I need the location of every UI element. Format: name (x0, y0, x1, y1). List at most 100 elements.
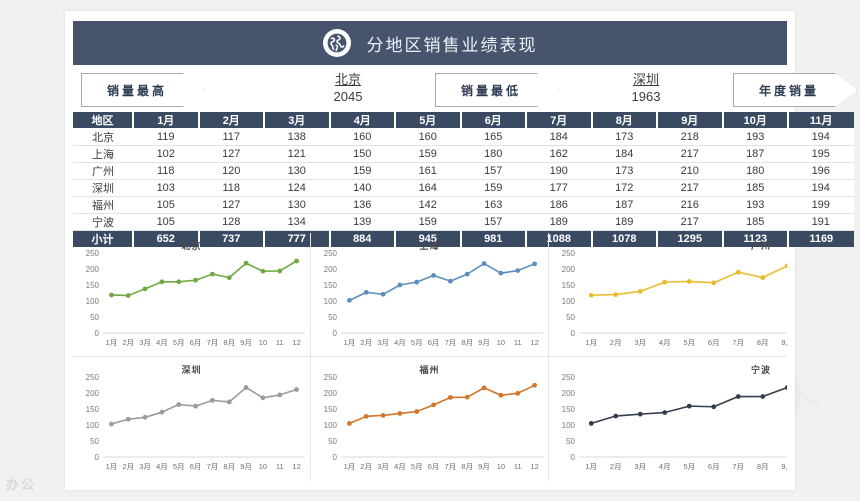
table-cell-value: 185 (722, 179, 788, 197)
svg-text:250: 250 (86, 373, 100, 382)
table-total-row: 小计 652 737 777 884 945 981 1088 1078 1295 1123 1169 (73, 230, 854, 247)
table-total-value: 737 (198, 230, 265, 247)
svg-text:12: 12 (292, 462, 300, 471)
svg-text:200: 200 (324, 265, 338, 274)
chart-title: 广州 (750, 241, 771, 251)
svg-text:200: 200 (562, 389, 576, 398)
svg-text:5月: 5月 (173, 462, 185, 471)
table-row: 宁波 105 128 134 139 159 157 189 189 217 185 191 (73, 213, 854, 231)
svg-text:6月: 6月 (708, 338, 720, 347)
table-cell-value: 186 (526, 196, 592, 214)
table-cell-value: 130 (264, 162, 330, 180)
svg-text:9月: 9月 (240, 462, 252, 471)
svg-text:100: 100 (562, 421, 576, 430)
table-cell-value: 194 (788, 128, 854, 146)
table-total-value: 884 (329, 230, 396, 247)
table-cell-value: 191 (788, 213, 854, 231)
kpi-label-lowest: 销量最低 (435, 73, 559, 107)
table-column-header: 地区 (73, 112, 134, 129)
svg-text:7月: 7月 (445, 338, 457, 347)
table-cell-value: 124 (264, 179, 330, 197)
kpi-highest-number: 2045 (333, 89, 363, 104)
svg-text:7月: 7月 (207, 462, 219, 471)
table-cell-value: 139 (329, 213, 395, 231)
table-cell-value: 217 (657, 213, 723, 231)
svg-text:6月: 6月 (428, 462, 440, 471)
table-cell-value: 195 (788, 145, 854, 163)
svg-text:150: 150 (562, 281, 576, 290)
table-cell-value: 130 (264, 196, 330, 214)
chart-title: 北京 (181, 241, 202, 251)
svg-text:6月: 6月 (708, 462, 720, 471)
chart-cell-上海: 上海 0 50 100 150 200 250 1月 2月 3月 4月 5月 6月 7月 8月 9月 10 11 1… (311, 233, 549, 357)
svg-text:2月: 2月 (610, 462, 622, 471)
chart-plot: 0 50 100 150 200 250 1月 2月 3月 4月 5月 6月 7月 8月 9月 10 11 12 (311, 249, 548, 356)
svg-text:9月: 9月 (240, 338, 252, 347)
table-cell-value: 210 (657, 162, 723, 180)
svg-text:12: 12 (530, 462, 538, 471)
chart-cell-北京: 北京 0 50 100 150 200 250 1月 2月 3月 4月 5月 6月 7月 8月 9月 10 11 1… (73, 233, 311, 357)
svg-text:50: 50 (90, 313, 99, 322)
table-cell-value: 119 (133, 128, 199, 146)
chart-title: 宁波 (750, 365, 771, 375)
svg-text:12: 12 (530, 338, 538, 347)
kpi-label-highest: 销量最高 (81, 73, 205, 107)
kpi-highest-region: 北京 (334, 72, 361, 87)
table-cell-value: 159 (460, 179, 526, 197)
svg-text:5月: 5月 (411, 462, 423, 471)
svg-text:50: 50 (328, 437, 337, 446)
table-cell-value: 173 (591, 128, 657, 146)
table-cell-value: 217 (657, 145, 723, 163)
kpi-lowest-number: 1963 (631, 89, 661, 104)
svg-text:100: 100 (324, 421, 338, 430)
svg-text:150: 150 (324, 281, 338, 290)
table-cell-region: 北京 (73, 128, 133, 146)
globe-icon (322, 29, 351, 57)
svg-text:4月: 4月 (659, 462, 671, 471)
table-cell-value: 150 (329, 145, 395, 163)
table-cell-region: 宁波 (73, 213, 133, 231)
svg-text:1月: 1月 (106, 338, 118, 347)
svg-text:2月: 2月 (610, 338, 622, 347)
table-cell-value: 118 (198, 179, 264, 197)
svg-text:250: 250 (324, 249, 338, 258)
svg-text:250: 250 (324, 373, 338, 382)
table-column-header: 8月 (591, 112, 658, 129)
table-cell-value: 187 (722, 145, 788, 163)
kpi-lowest-region: 深圳 (632, 72, 659, 87)
table-cell-value: 193 (722, 196, 788, 214)
table-total-value: 945 (395, 230, 462, 247)
table-cell-value: 173 (591, 162, 657, 180)
svg-text:5月: 5月 (411, 338, 423, 347)
svg-text:9月: 9月 (781, 338, 787, 347)
svg-text:8月: 8月 (461, 462, 473, 471)
svg-text:11: 11 (514, 338, 522, 347)
svg-text:2月: 2月 (360, 338, 372, 347)
svg-text:50: 50 (566, 437, 575, 446)
table-cell-value: 177 (526, 179, 592, 197)
table-cell-value: 218 (657, 128, 723, 146)
header-banner: 分地区销售业绩表现 (73, 21, 787, 65)
svg-text:100: 100 (86, 297, 100, 306)
svg-text:0: 0 (571, 329, 576, 338)
table-cell-value: 217 (657, 179, 723, 197)
table-cell-value: 184 (526, 128, 592, 146)
table-column-header: 5月 (395, 112, 462, 129)
table-cell-value: 180 (722, 162, 788, 180)
svg-text:3月: 3月 (139, 338, 151, 347)
svg-text:7月: 7月 (445, 462, 457, 471)
svg-text:0: 0 (95, 329, 100, 338)
table-cell-value: 199 (788, 196, 854, 214)
sales-table: 地区 1月 2月 3月 4月 5月 6月 7月 8月 9月 10月 11月 北京 119 117 138 16… (73, 112, 854, 247)
table-column-header: 10月 (722, 112, 789, 129)
svg-text:2月: 2月 (122, 338, 134, 347)
chart-title: 上海 (419, 241, 440, 251)
svg-text:8月: 8月 (757, 338, 769, 347)
table-cell-value: 161 (395, 162, 461, 180)
svg-text:7月: 7月 (732, 338, 744, 347)
table-cell-region: 广州 (73, 162, 133, 180)
svg-text:250: 250 (562, 373, 576, 382)
table-cell-value: 165 (460, 128, 526, 146)
svg-text:8月: 8月 (223, 462, 235, 471)
